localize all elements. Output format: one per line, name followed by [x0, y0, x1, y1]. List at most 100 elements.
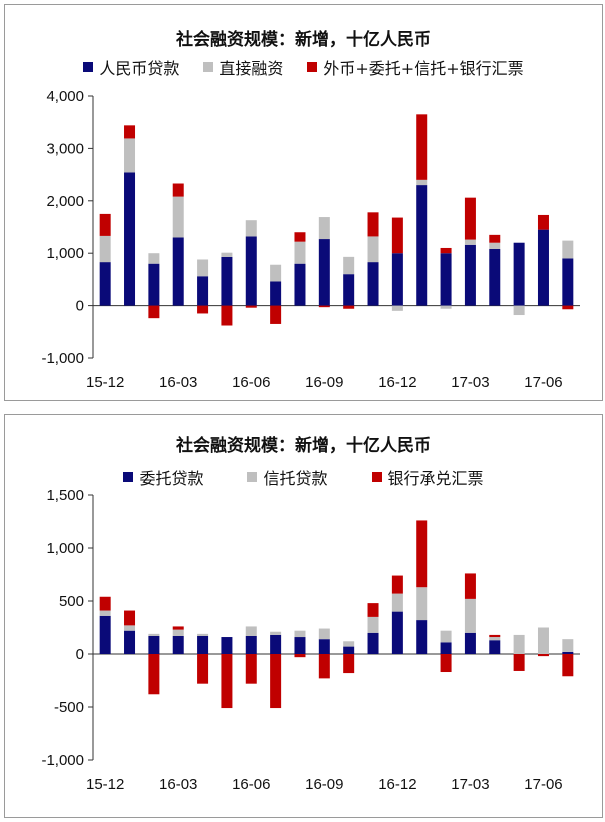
bar-segment	[416, 587, 428, 621]
bar-segment	[197, 305, 209, 314]
bar-segment	[270, 631, 282, 635]
bar-segment	[343, 274, 355, 306]
bar-segment	[489, 634, 501, 638]
x-tick-label: 15-12	[86, 374, 124, 391]
x-tick-label: 17-03	[451, 776, 489, 793]
bar-segment	[513, 634, 525, 654]
bar-segment	[172, 183, 184, 197]
legend-top: 人民币贷款 直接融资 外币+委托+信托+银行汇票	[5, 55, 602, 79]
bar-segment	[99, 235, 111, 263]
bar-segment	[367, 632, 379, 654]
bar-segment	[270, 305, 282, 324]
bar-segment	[270, 654, 282, 709]
y-tick-label: 1,000	[46, 540, 84, 557]
bar-segment	[489, 249, 501, 306]
chart-title-bottom: 社会融资规模：新增，十亿人民币	[176, 436, 431, 456]
legend-item: 直接融资	[203, 55, 283, 79]
bar-segment	[416, 185, 428, 306]
x-tick-label: 16-09	[305, 374, 343, 391]
x-tick-label: 17-06	[524, 374, 562, 391]
bar-segment	[440, 247, 452, 254]
bar-segment	[294, 263, 306, 306]
bar-segment	[172, 237, 184, 306]
bar-segment	[172, 629, 184, 636]
bar-segment	[440, 642, 452, 654]
legend-bottom: 委托贷款 信托贷款 银行承兑汇票	[5, 465, 602, 489]
bar-segment	[416, 620, 428, 654]
bar-segment	[562, 240, 574, 259]
bar-segment	[367, 603, 379, 617]
x-tick-label: 16-06	[232, 776, 270, 793]
y-tick-label: 1,000	[46, 245, 84, 262]
bar-segment	[562, 654, 574, 677]
bar-segment	[99, 596, 111, 611]
bar-segment	[148, 253, 160, 264]
y-tick-label: 1,500	[46, 487, 84, 504]
bar-segment	[221, 305, 233, 326]
legend-item: 委托贷款	[123, 465, 203, 489]
bar-segment	[464, 244, 476, 306]
legend-label: 外币+委托+信托+银行汇票	[323, 59, 524, 78]
bar-segment	[318, 639, 330, 654]
bar-segment	[197, 654, 209, 684]
bar-segment	[391, 611, 403, 654]
legend-label: 人民币贷款	[99, 59, 180, 78]
bar-segment	[124, 610, 136, 626]
bar-segment	[124, 125, 136, 139]
y-tick-label: 0	[76, 646, 84, 663]
bar-segment	[197, 259, 209, 277]
y-tick-label: 0	[76, 298, 84, 315]
legend-label: 直接融资	[219, 59, 284, 78]
bar-segment	[440, 630, 452, 643]
bar-segment	[245, 654, 257, 684]
bar-segment	[124, 172, 136, 306]
bar-segment	[318, 628, 330, 640]
bar-segment	[148, 263, 160, 306]
bar-segment	[513, 242, 525, 306]
bar-segment	[391, 575, 403, 594]
y-tick-label: 2,000	[46, 193, 84, 210]
bar-segment	[99, 213, 111, 236]
bar-segment	[464, 573, 476, 599]
bar-segment	[221, 637, 233, 654]
bar-segment	[537, 654, 549, 657]
x-tick-label: 17-03	[451, 374, 489, 391]
x-tick-label: 16-12	[378, 776, 416, 793]
bar-segment	[245, 236, 257, 306]
bar-segment	[391, 217, 403, 254]
bar-segment	[294, 630, 306, 638]
bar-segment	[294, 637, 306, 654]
bar-segment	[270, 281, 282, 306]
bar-segment	[245, 220, 257, 237]
legend-swatch-navy	[123, 472, 134, 482]
bar-segment	[99, 615, 111, 654]
bar-segment	[513, 305, 525, 316]
bar-segment	[367, 262, 379, 306]
bar-segment	[562, 305, 574, 310]
bar-segment	[562, 651, 574, 654]
bar-segment	[464, 632, 476, 654]
bar-segment	[464, 239, 476, 245]
legend-swatch-navy	[83, 62, 94, 72]
bar-segment	[343, 654, 355, 674]
bar-segment	[245, 635, 257, 654]
bar-segment	[197, 276, 209, 306]
x-tick-label: 16-03	[159, 374, 197, 391]
bar-segment	[513, 654, 525, 671]
bar-segment	[537, 229, 549, 306]
bar-segment	[562, 639, 574, 652]
legend-swatch-gray	[203, 62, 214, 72]
bar-segment	[440, 305, 452, 309]
legend-label: 银行承兑汇票	[387, 469, 484, 488]
chart-panel-bottom: 社会融资规模：新增，十亿人民币 委托贷款 信托贷款 银行承兑汇票 1,500 1,…	[4, 414, 603, 818]
y-tick-label: 3,000	[46, 140, 84, 157]
legend-item: 人民币贷款	[83, 55, 179, 79]
legend-label: 信托贷款	[263, 469, 328, 488]
bar-segment	[416, 520, 428, 588]
bar-segment	[124, 138, 136, 173]
bar-segment	[367, 212, 379, 237]
bar-segment	[537, 627, 549, 654]
bar-segment	[489, 234, 501, 243]
bar-segment	[440, 654, 452, 673]
